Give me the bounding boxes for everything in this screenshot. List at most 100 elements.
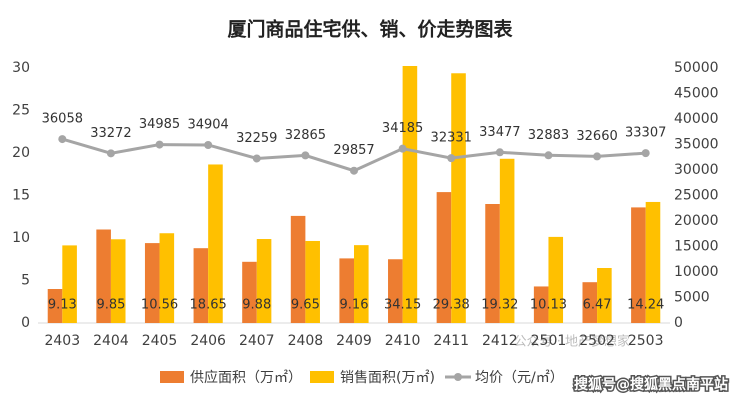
- data-label: 33307: [625, 126, 666, 141]
- bar: [548, 236, 564, 323]
- data-label: 19.32: [481, 298, 518, 313]
- point: [106, 149, 115, 158]
- bar: [631, 207, 646, 323]
- bar: [645, 201, 661, 323]
- x-tick-label: 2403: [44, 333, 80, 349]
- point: [58, 135, 67, 144]
- x-tick-label: 2404: [93, 333, 129, 349]
- data-label: 10.13: [530, 298, 567, 313]
- point: [301, 151, 310, 160]
- point: [593, 152, 602, 161]
- chart-title: 厦门商品住宅供、销、价走势图表: [227, 18, 513, 41]
- x-tick-label: 2501: [531, 333, 567, 349]
- y2-tick-label: 30000: [674, 162, 719, 178]
- bar: [193, 248, 209, 323]
- bar: [451, 73, 466, 324]
- x-tick-label: 2409: [336, 333, 372, 349]
- point: [641, 149, 650, 158]
- bar: [305, 240, 320, 323]
- bar: [96, 229, 111, 323]
- bar: [159, 233, 175, 323]
- bars: [47, 66, 661, 324]
- data-label: 9.13: [48, 298, 77, 313]
- y2-tick-label: 35000: [674, 137, 719, 153]
- x-tick-label: 2412: [482, 333, 518, 349]
- y2-tick-label: 45000: [674, 86, 719, 102]
- bar: [208, 164, 223, 323]
- x-tick-label: 2410: [385, 333, 421, 349]
- bar: [47, 289, 63, 323]
- y2-tick-label: 10000: [674, 264, 719, 280]
- legend-label: 均价（元/㎡）: [475, 370, 564, 386]
- data-label: 9.85: [96, 298, 125, 313]
- x-tick-label: 2406: [190, 333, 226, 349]
- point: [544, 151, 553, 160]
- y-tick-label: 30: [12, 60, 30, 76]
- data-label: 32865: [285, 128, 326, 143]
- data-label: 34904: [187, 117, 228, 132]
- data-label: 32883: [528, 128, 569, 143]
- legend-label: 供应面积（万㎡）: [190, 369, 302, 386]
- data-label: 14.24: [627, 298, 664, 313]
- data-label: 9.88: [242, 298, 271, 313]
- data-label: 29.38: [433, 298, 470, 313]
- data-label: 33477: [479, 125, 520, 140]
- bar: [354, 245, 369, 323]
- watermark: 搜狐号@搜狐黑点南平站: [574, 376, 728, 393]
- x-tick-label: 2502: [579, 333, 615, 349]
- data-label: 34985: [139, 117, 180, 132]
- data-label: 32331: [431, 131, 472, 146]
- y-tick-label: 0: [21, 315, 30, 331]
- y2-tick-label: 5000: [674, 290, 710, 306]
- y2-tick-label: 40000: [674, 111, 719, 127]
- point: [447, 154, 456, 163]
- point: [398, 144, 407, 153]
- y2-tick-label: 15000: [674, 239, 719, 255]
- x-tick-label: 2407: [239, 333, 275, 349]
- point: [155, 140, 164, 149]
- data-label: 9.65: [291, 298, 320, 313]
- y-tick-label: 20: [12, 145, 30, 161]
- data-label: 32660: [576, 129, 617, 144]
- bar: [256, 239, 272, 323]
- watermark: 公众号 · 地产梦想家: [514, 334, 630, 350]
- y2-tick-label: 20000: [674, 213, 719, 229]
- bar: [533, 286, 549, 323]
- bar: [436, 192, 452, 323]
- x-tick-label: 2405: [142, 333, 178, 349]
- x-tick-label: 2503: [628, 333, 664, 349]
- bar: [388, 259, 403, 323]
- bar: [339, 258, 354, 323]
- data-label: 33272: [90, 126, 131, 141]
- bar: [144, 243, 160, 323]
- legend-swatch: [160, 371, 184, 383]
- bar: [582, 282, 598, 323]
- y-tick-label: 15: [12, 188, 30, 204]
- y2-tick-label: 25000: [674, 188, 719, 204]
- bar: [242, 261, 257, 323]
- data-label: 9.16: [340, 298, 369, 313]
- legend-swatch: [454, 373, 462, 381]
- y-tick-label: 5: [21, 273, 30, 289]
- y2-tick-label: 50000: [674, 60, 719, 76]
- legend-label: 销售面积(万㎡): [340, 370, 435, 386]
- bar: [290, 215, 306, 323]
- point: [495, 148, 504, 157]
- data-label: 29857: [333, 143, 374, 158]
- bar: [110, 239, 126, 323]
- data-label: 32259: [236, 131, 277, 146]
- bar: [62, 245, 77, 323]
- y-tick-label: 25: [12, 103, 30, 119]
- y2-tick-label: 0: [674, 315, 683, 331]
- data-label: 18.65: [190, 298, 227, 313]
- data-label: 10.56: [141, 298, 178, 313]
- point: [350, 166, 358, 175]
- data-label: 36058: [42, 112, 83, 127]
- bar: [485, 204, 500, 323]
- point: [204, 140, 213, 149]
- x-tick-label: 2411: [433, 333, 469, 349]
- legend-swatch: [310, 371, 334, 383]
- bar: [499, 158, 515, 323]
- bar: [402, 66, 418, 323]
